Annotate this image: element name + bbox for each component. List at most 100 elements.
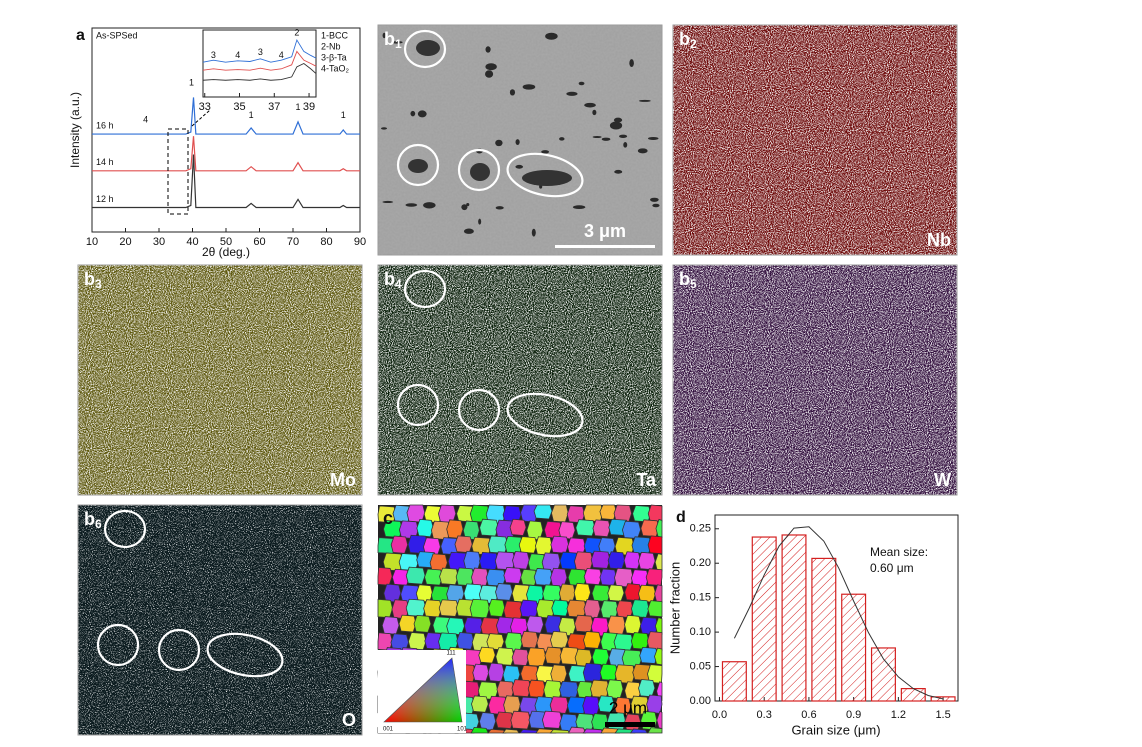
panel-letter: b: [384, 29, 395, 49]
pore: [629, 59, 634, 67]
histogram-bar: [751, 536, 777, 702]
highlight-circle: [506, 392, 584, 438]
x-tick-label: 0.0: [712, 709, 727, 721]
grain: [607, 615, 626, 636]
grain: [478, 646, 496, 664]
element-label: Nb: [927, 230, 951, 250]
panel-label: b3: [84, 269, 102, 291]
x-tick-label: 50: [220, 236, 232, 248]
grain: [622, 520, 641, 539]
series-label: 16 h: [96, 120, 114, 130]
panel-letter: b: [679, 29, 690, 49]
legend-entry: 3-β-Ta: [321, 52, 347, 62]
series-label: 12 h: [96, 194, 114, 204]
speckle: [78, 505, 362, 735]
grain: [470, 726, 489, 734]
histogram-bar: [870, 647, 896, 702]
pore: [578, 81, 585, 86]
grain: [463, 617, 484, 635]
grain: [383, 583, 402, 603]
x-tick-label: 20: [119, 236, 131, 248]
panel-subscript: 3: [95, 277, 102, 291]
annotation: Mean size:: [870, 545, 928, 559]
pore: [613, 117, 623, 123]
pore: [572, 205, 586, 210]
speckle: [378, 265, 662, 495]
pore: [466, 202, 470, 207]
data-line: [92, 154, 360, 209]
peak-label: 3: [258, 47, 263, 57]
grain: [495, 647, 515, 666]
grain: [439, 567, 459, 586]
grain: [518, 536, 538, 554]
grain: [551, 504, 569, 523]
grain: [654, 647, 663, 666]
grain: [503, 566, 523, 584]
panel-subscript: 2: [690, 37, 697, 51]
series-label: 14 h: [96, 157, 114, 167]
panel-subscript: 4: [395, 277, 402, 291]
oxide-particle: [408, 159, 428, 173]
grain: [496, 680, 515, 699]
grain: [606, 679, 624, 699]
x-tick-label: 80: [320, 236, 332, 248]
highlight-circle: [457, 148, 501, 192]
grain: [487, 662, 505, 683]
grain: [583, 630, 602, 649]
peak-label: 1: [249, 110, 254, 120]
y-axis-label: Number fraction: [667, 562, 682, 654]
map-speckle: [673, 25, 957, 255]
panel-letter: b: [84, 269, 95, 289]
grain: [535, 536, 553, 556]
legend-entry: 2-Nb: [321, 41, 341, 51]
panel-label: d: [676, 509, 686, 526]
pore: [559, 137, 565, 141]
pore: [380, 127, 388, 130]
zoom-arrow: [191, 109, 211, 127]
pore: [423, 202, 436, 209]
grain: [558, 583, 576, 603]
grain: [510, 710, 531, 730]
grain: [637, 551, 656, 571]
pore: [637, 148, 648, 154]
grain: [647, 727, 663, 734]
grain: [519, 599, 539, 618]
y-tick-label: 0.20: [690, 557, 711, 569]
grain: [638, 679, 656, 698]
x-tick-label: 10: [86, 236, 98, 248]
pore: [545, 32, 558, 40]
panel-label: a: [76, 27, 85, 44]
grain: [566, 599, 587, 618]
speckle: [78, 265, 362, 495]
highlight-circle: [103, 509, 147, 549]
grain: [639, 646, 659, 664]
grain: [575, 519, 596, 537]
grain: [567, 726, 587, 734]
grain: [405, 566, 426, 585]
grain: [526, 647, 547, 667]
grain: [541, 710, 563, 729]
x-tick-label: 1.5: [935, 709, 950, 721]
grain: [592, 519, 611, 538]
speckle: [673, 265, 957, 495]
grain: [549, 696, 569, 714]
scale-bar: [605, 722, 655, 727]
peak-label: 1: [341, 110, 346, 120]
panel-letter: c: [383, 508, 393, 528]
scale-bar-label: 3 μm: [584, 221, 626, 241]
grain: [446, 519, 464, 539]
legend-entry: 1-BCC: [321, 30, 349, 40]
ipf-triangle-shade: [383, 657, 463, 723]
grain: [495, 711, 514, 729]
map-speckle: [78, 505, 362, 735]
grain: [486, 633, 505, 651]
grain: [415, 584, 433, 603]
grain: [398, 614, 417, 633]
grain: [645, 568, 663, 586]
grain: [607, 551, 626, 570]
pore: [495, 139, 503, 147]
pore: [522, 84, 536, 90]
grain: [405, 598, 427, 617]
grain: [454, 535, 473, 554]
highlight-circle: [206, 632, 284, 678]
